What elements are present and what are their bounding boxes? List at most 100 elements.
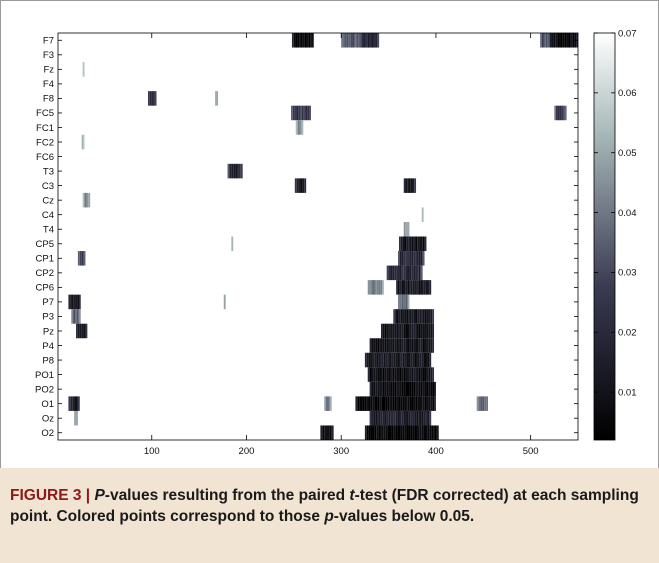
segment-cell (75, 309, 77, 324)
segment-cell (370, 396, 373, 411)
segment-cell (83, 251, 86, 266)
segment-cell (428, 323, 431, 339)
segment-cell (352, 33, 355, 48)
segment-cell (400, 352, 403, 368)
y-tick-label: F3 (43, 50, 54, 61)
segment-cell (384, 323, 387, 339)
segment-cell (366, 425, 369, 440)
segment-cell (387, 425, 390, 440)
segment-cell (377, 381, 380, 397)
segment-cell (418, 265, 421, 281)
segment-cell (380, 410, 383, 426)
segment-cell (398, 381, 400, 397)
y-tick-label: CP1 (36, 254, 54, 265)
segment-cell (409, 396, 412, 411)
segment-cell (390, 367, 393, 382)
segment-cell (427, 280, 430, 295)
segment-cell (411, 367, 414, 382)
segment-cell (398, 251, 400, 266)
segment-cell (382, 410, 385, 426)
y-tick-label: PO1 (35, 370, 54, 381)
segment-cell (408, 309, 410, 324)
segment-cell (378, 425, 381, 440)
segment-cell (383, 352, 386, 368)
segment-cell (413, 323, 416, 339)
heatmap-chart: F7 F3 Fz F4 F8 FC5 FC1 FC2 FC6 T3 C3 Cz C4 T4 CP5 CP1 CP… (35, 28, 637, 457)
segment-cell (301, 105, 304, 121)
segment-cell (418, 381, 421, 397)
segment-cell (78, 309, 81, 324)
segment-cell (77, 251, 80, 266)
segment-cell (297, 120, 300, 135)
segment-cell (549, 33, 552, 48)
segment-cell (326, 396, 328, 411)
segment-cell (476, 396, 479, 411)
y-tick-label: T3 (43, 166, 54, 177)
segment-cell (410, 425, 413, 440)
segment-cell (409, 381, 412, 397)
segment-cell (370, 352, 373, 368)
segment-cell (403, 251, 406, 266)
segment-cell (398, 367, 400, 382)
segment-cell (421, 280, 424, 295)
y-tick-label: FC5 (36, 108, 54, 119)
segment-cell (237, 163, 239, 179)
segment-cell (88, 192, 91, 208)
segment-cell (68, 294, 71, 310)
y-tick-label: P4 (42, 341, 54, 352)
segment-cell (416, 367, 419, 382)
y-tick-label: FC2 (36, 137, 54, 148)
x-tick-label: 100 (144, 446, 160, 457)
segment-cell (82, 192, 85, 208)
segment-cell (398, 352, 401, 368)
segment-cell (406, 309, 409, 324)
segment-cell (396, 396, 399, 411)
segment-p7 (398, 294, 410, 310)
segment-cell (426, 381, 429, 397)
segment-fc1 (295, 120, 304, 135)
segment-cell (376, 280, 379, 295)
segment-cell (149, 91, 152, 106)
segment-cell (309, 105, 311, 121)
segment-cell (555, 33, 558, 48)
segment-cell (304, 33, 307, 48)
segment-cell (422, 381, 425, 397)
segment-cell (410, 410, 413, 426)
segment-cell (409, 251, 412, 266)
segment-cell (560, 33, 563, 48)
segment-cell (415, 367, 417, 382)
segment-cell (430, 396, 433, 411)
segment-cell (369, 338, 372, 353)
segment-cell (404, 309, 407, 324)
segment-cell (393, 352, 396, 368)
segment-cell (398, 396, 401, 411)
segment-cell (227, 163, 230, 179)
segment-p3 (71, 309, 81, 324)
segment-cell (364, 425, 367, 440)
segment-cell (407, 381, 410, 397)
x-tick-label: 400 (428, 446, 444, 457)
segment-cell (404, 236, 407, 252)
segment-cell (386, 338, 389, 353)
segment-cell (71, 294, 74, 310)
segment-cell (417, 309, 420, 324)
segment-cell (436, 425, 439, 440)
segment-cell (407, 280, 410, 295)
segment-cell (231, 236, 234, 252)
segment-cell (411, 323, 414, 339)
segment-cell (422, 367, 425, 382)
segment-cell (397, 280, 400, 295)
segment-cell (382, 367, 385, 382)
segment-cell (394, 396, 397, 411)
segment-cell (305, 105, 308, 121)
segment-cell (363, 33, 366, 48)
segment-cell (79, 323, 82, 339)
segment-cell (424, 381, 427, 397)
segment-cell (422, 323, 425, 339)
segment-cell (215, 91, 217, 106)
segment-cell (381, 396, 384, 411)
segment-cell (557, 33, 560, 48)
segment-cell (420, 280, 422, 295)
segment-cp5 (398, 236, 427, 252)
segment-f8 (147, 91, 157, 106)
